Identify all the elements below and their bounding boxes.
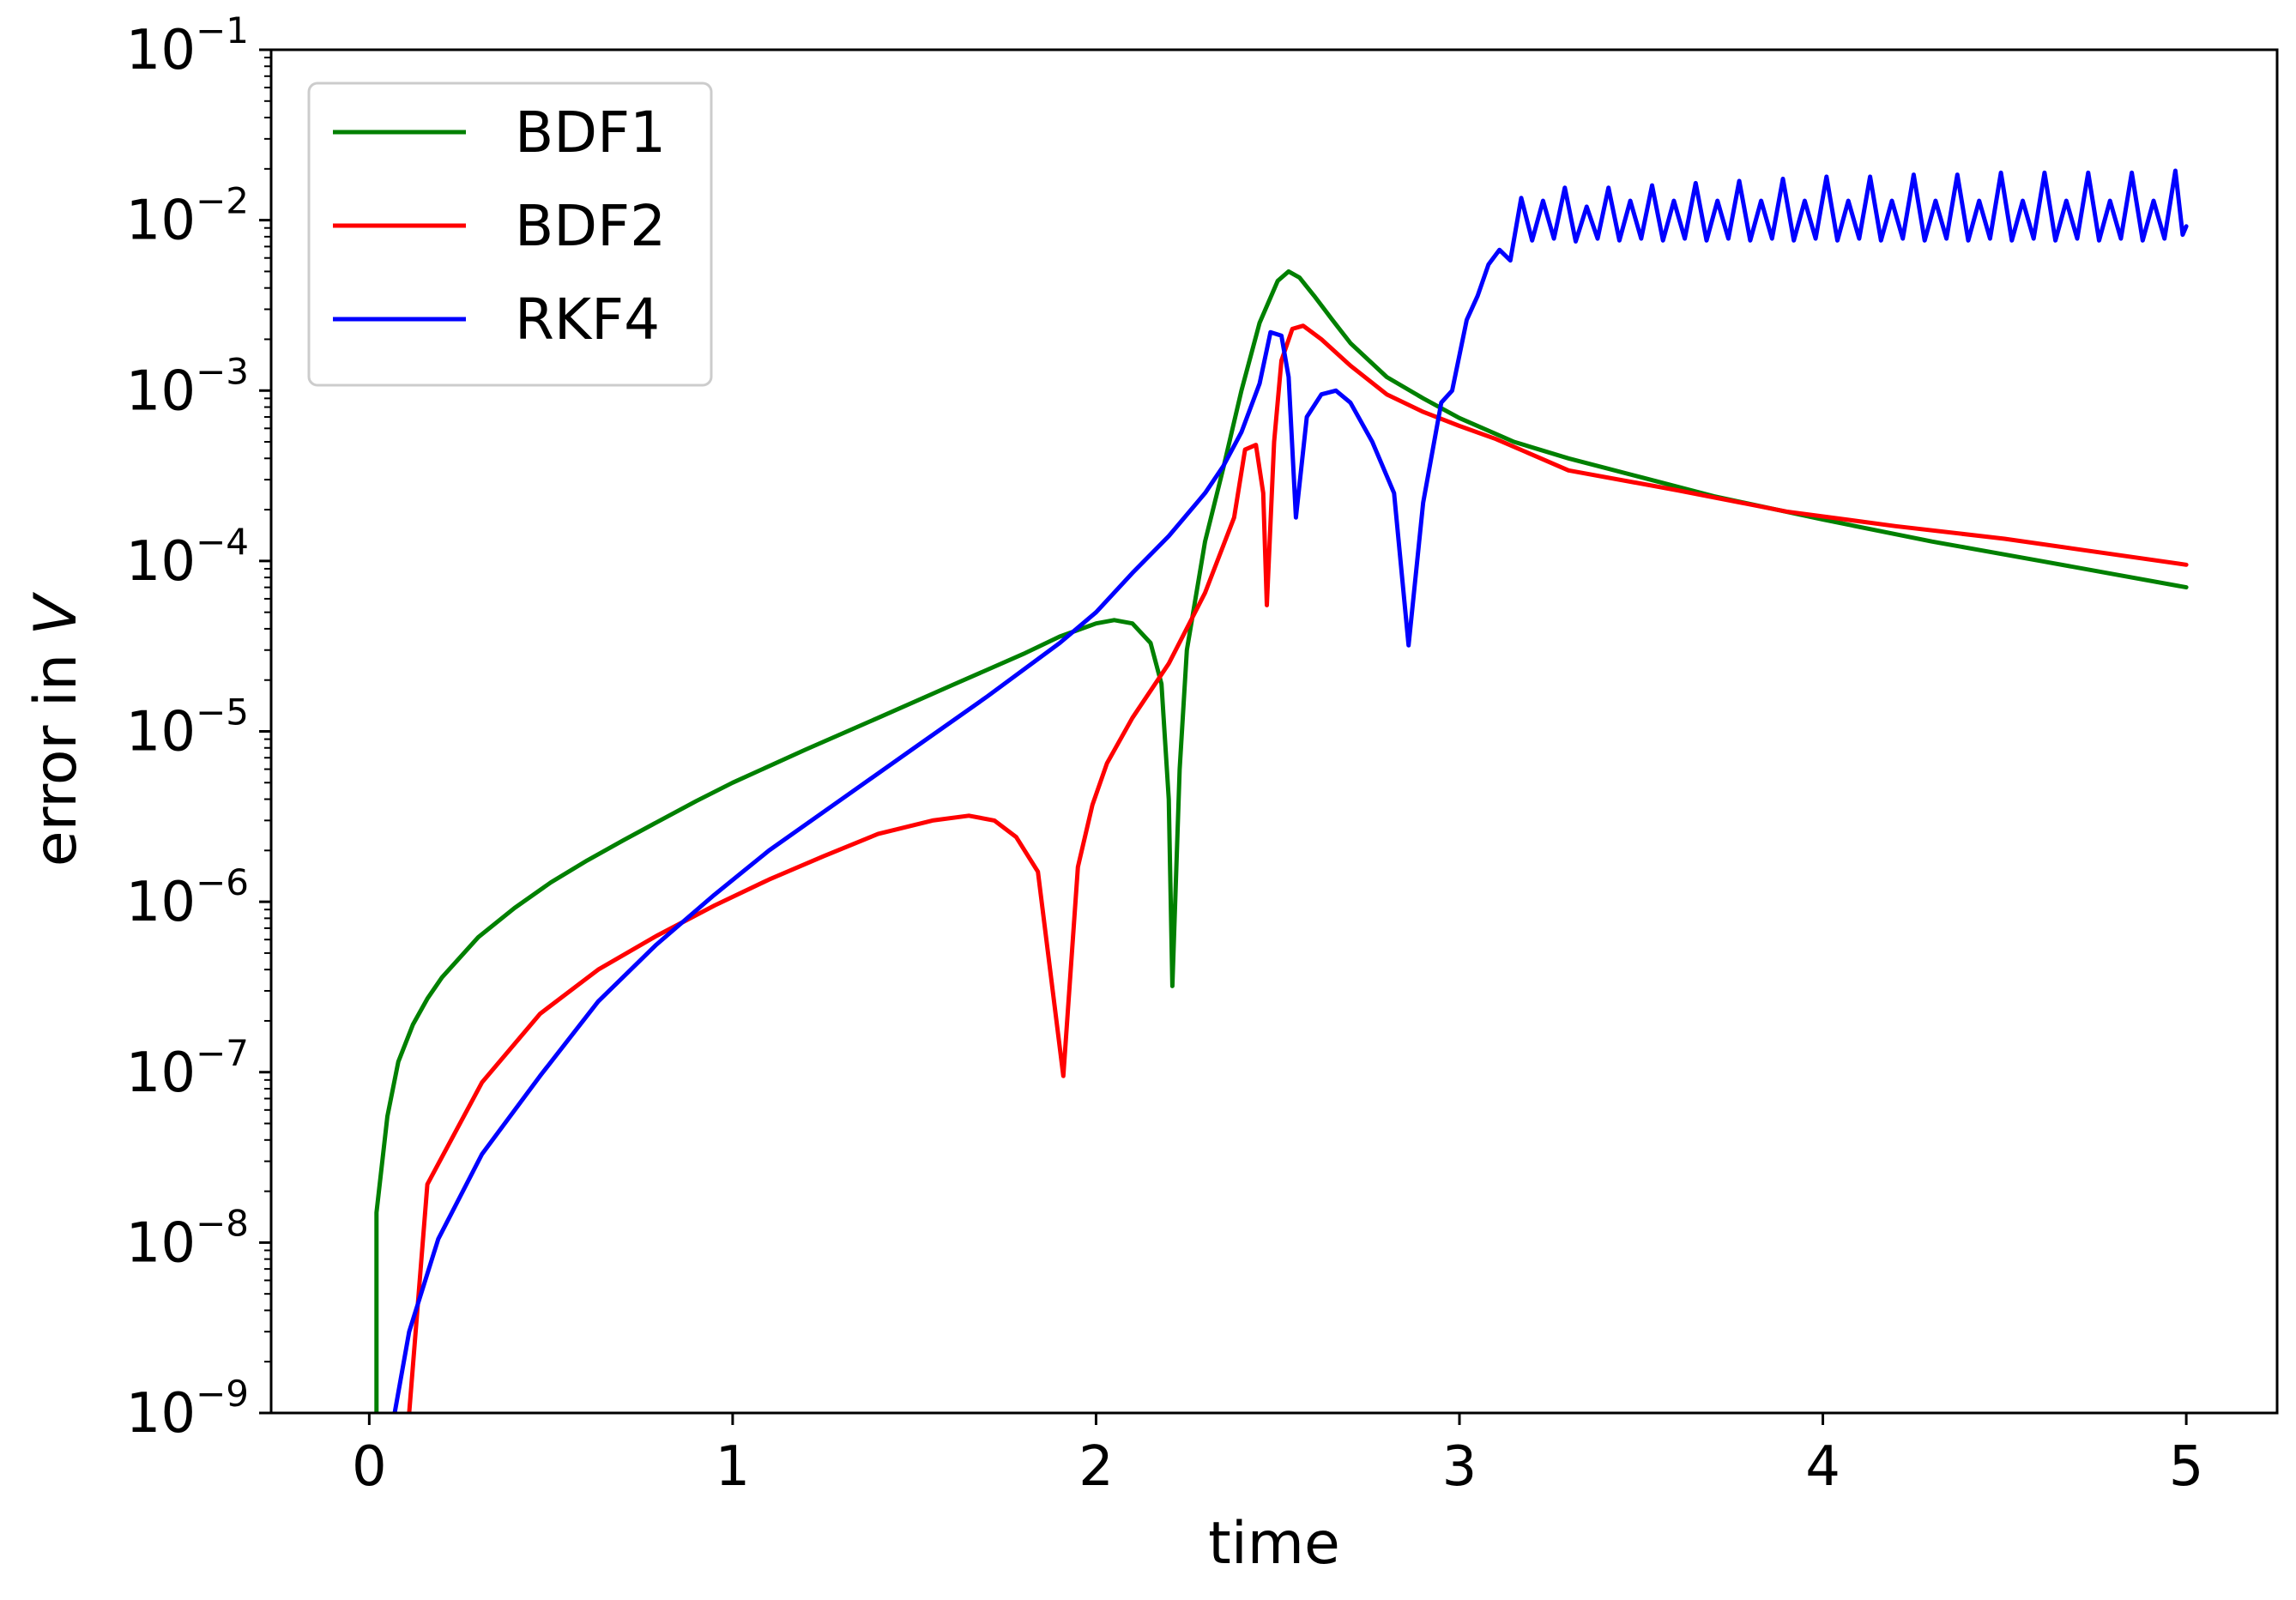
x-axis-label: time <box>1208 1510 1340 1578</box>
y-tick-label: 10−3 <box>126 350 249 423</box>
series-line-bdf1 <box>374 269 2189 1413</box>
x-tick-label: 3 <box>1442 1435 1477 1499</box>
series-line-bdf2 <box>407 323 2189 1413</box>
x-tick-label: 4 <box>1805 1435 1840 1499</box>
series-line-rkf4 <box>392 168 2189 1413</box>
y-tick-label: 10−6 <box>126 861 249 934</box>
y-axis-label-prefix: error in <box>22 635 90 866</box>
y-tick-label: 10−2 <box>126 180 249 253</box>
y-tick-label: 10−8 <box>126 1202 249 1275</box>
x-tick-label: 0 <box>352 1435 387 1499</box>
y-tick-label: 10−1 <box>126 9 249 82</box>
y-tick-label: 10−4 <box>126 521 249 594</box>
x-axis: 0 1 2 3 4 5 <box>352 1413 2203 1499</box>
legend-frame <box>307 82 713 387</box>
y-axis-label-variable: V <box>22 591 90 635</box>
y-tick-label: 10−9 <box>126 1373 249 1446</box>
x-tick-label: 1 <box>716 1435 751 1499</box>
y-axis: 10−9 10−8 10−7 10−6 10−5 10−4 10−3 10−2 10−1 <box>126 9 271 1446</box>
y-minor-ticks <box>264 57 271 1363</box>
legend-label-rkf4: RKF4 <box>515 287 660 353</box>
y-tick-label: 10−7 <box>126 1032 249 1105</box>
x-tick-label: 2 <box>1079 1435 1114 1499</box>
series-layer <box>374 168 2189 1413</box>
legend-label-bdf1: BDF1 <box>515 100 666 166</box>
legend-label-bdf2: BDF2 <box>515 193 666 259</box>
legend: BDF1 BDF2 RKF4 <box>307 82 713 387</box>
y-tick-label: 10−5 <box>126 691 249 764</box>
x-tick-label: 5 <box>2169 1435 2204 1499</box>
y-axis-label: error in V <box>22 591 90 866</box>
